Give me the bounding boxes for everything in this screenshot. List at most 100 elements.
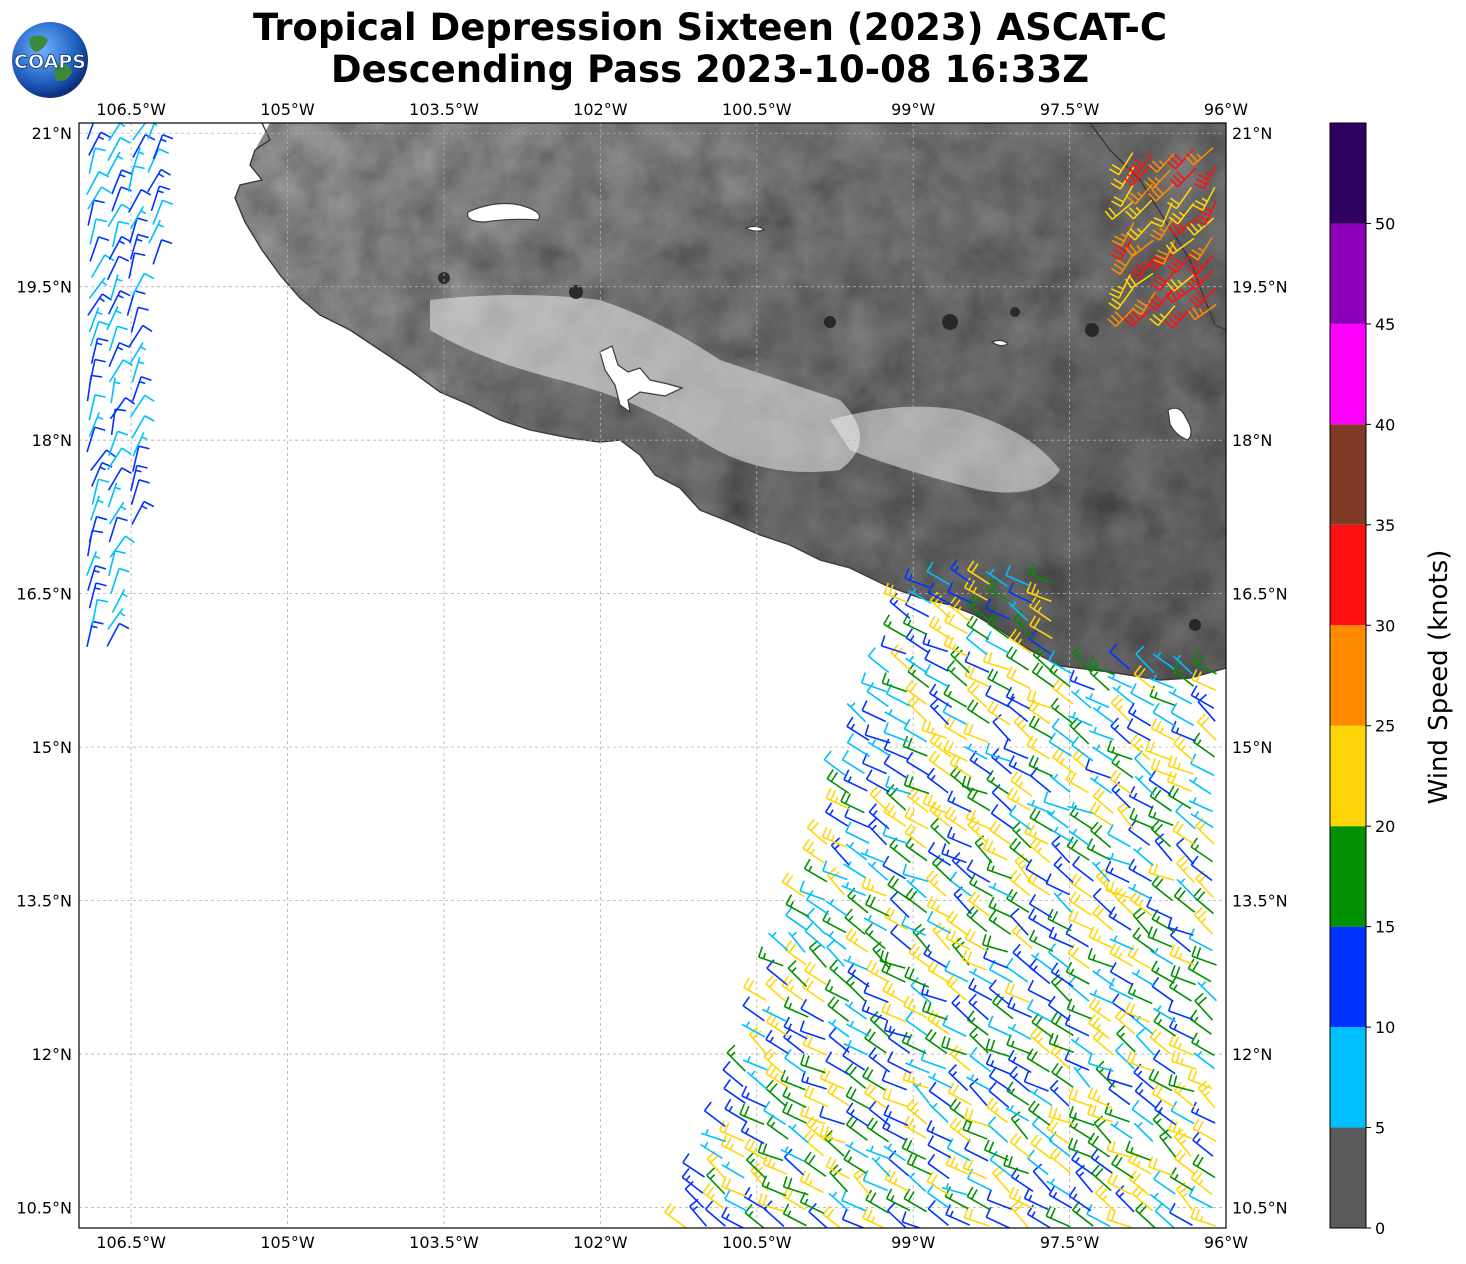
wind-barb-37 [131,376,152,402]
wind-barb-786 [846,702,867,723]
wind-barb-785 [1197,713,1217,741]
wind-barb-758 [1003,737,1029,760]
terrain-highlight-2 [830,406,1060,493]
wind-barb-214 [1091,1164,1112,1192]
wind-barb-290 [1093,1115,1112,1144]
wind-barb-832 [1089,664,1110,691]
wind-barb-890 [967,560,990,585]
wind-barb-847 [1048,650,1072,675]
wind-barb-475 [1004,981,1030,1004]
wind-barb-866 [944,611,969,635]
wind-barb-87 [86,123,95,140]
wind-barb-236 [1003,1154,1029,1175]
wind-barb-333 [969,1078,988,1106]
wind-barb-880 [908,587,932,605]
wind-barb-517 [961,949,987,971]
wind-barb-446 [881,1001,907,1023]
lon-label-top-2: 103.5°W [409,100,479,119]
wind-barb-414 [1168,1034,1194,1056]
wind-barb-589 [1130,890,1153,916]
wind-barb-510 [826,939,845,967]
wind-barb-33 [109,396,135,420]
wind-barb-810 [985,685,1010,708]
wind-barb-270 [1192,1130,1214,1157]
wind-barb-513 [879,950,906,969]
wind-barb-121 [1104,201,1133,220]
wind-barb-554 [844,908,866,935]
wind-barb-327 [845,1086,870,1110]
wind-barb-545 [1088,926,1113,949]
wind-barb-11 [109,535,135,558]
wind-barb-69 [129,206,147,230]
wind-barb-479 [1089,989,1114,1005]
wind-barb-553 [822,910,847,934]
wind-barb-855 [880,635,907,655]
svg-text:COAPS: COAPS [14,51,86,73]
wind-barb-476 [1027,979,1052,1003]
wind-barb-640 [927,841,952,867]
wind-barb-147 [782,1203,807,1227]
wind-barb-90 [147,123,156,140]
wind-barb-503 [1131,969,1155,987]
wind-barb-792 [966,699,990,724]
wind-barb-765 [1144,740,1171,761]
wind-barb-565 [1068,909,1094,931]
wind-barb-838 [867,647,890,674]
wind-barb-222 [721,1161,745,1179]
wind-barb-155 [945,1204,971,1226]
wind-barb-757 [985,742,1011,763]
wind-barb-740 [1008,755,1033,778]
wind-barb-331 [928,1081,951,1107]
wind-barb-390 [1152,1049,1176,1075]
wind-barb-412 [1135,1028,1155,1056]
colorbar-tick-2: 10 [1375,1018,1395,1037]
wind-barb-272 [719,1120,744,1142]
wind-barb-499 [1050,962,1074,988]
lon-label-bottom-6: 97.5°W [1040,1233,1100,1252]
wind-barb-539 [964,928,989,953]
wind-barb-238 [1049,1147,1071,1174]
wind-barb-689 [1129,807,1155,830]
wind-barb-502 [1109,961,1134,986]
wind-barb-708 [1128,786,1153,809]
wind-barb-514 [908,943,931,969]
wind-barb-462 [743,977,767,1002]
wind-barb-802 [1170,702,1195,727]
wind-barb-255 [883,1143,906,1162]
wind-barb-659 [904,823,927,849]
wind-barb-382 [985,1053,1011,1075]
wind-barb-47 [88,307,103,333]
wind-barb-212 [1046,1178,1070,1196]
wind-barb-661 [946,826,972,848]
wind-barb-440 [762,1005,787,1022]
wind-barb-133 [1143,169,1171,190]
wind-barb-43 [128,342,146,366]
lat-label-left-0: 21°N [32,124,72,143]
wind-barb-570 [1167,916,1194,936]
wind-barb-664 [1012,821,1032,849]
wind-barb-167 [1190,1207,1217,1227]
wind-barb-118 [1149,217,1174,241]
wind-barb-178 [885,1188,911,1212]
wind-barb-655 [821,826,847,848]
wind-barb-641 [941,843,967,864]
wind-barb-398 [843,1040,868,1056]
wind-barb-812 [1026,689,1053,710]
wind-barb-229 [871,1156,891,1178]
wind-barb-297 [724,1098,748,1123]
wind-barb-377 [887,1051,912,1074]
wind-barb-552 [806,907,826,935]
wind-barb-449 [951,994,972,1022]
wind-barb-486 [787,960,808,988]
wind-barb-247 [720,1134,745,1158]
wind-barb-433 [1088,1013,1111,1040]
wind-barb-391 [1170,1050,1197,1070]
wind-barb-546 [1109,935,1134,951]
wind-barb-9 [108,549,126,577]
wind-barb-521 [1048,943,1070,969]
wind-barb-81 [131,147,145,173]
wind-barb-441 [783,996,809,1018]
wind-barb-837 [1191,669,1217,691]
wind-barb-323 [765,1079,787,1107]
lat-label-right-3: 16.5°N [1232,585,1288,604]
